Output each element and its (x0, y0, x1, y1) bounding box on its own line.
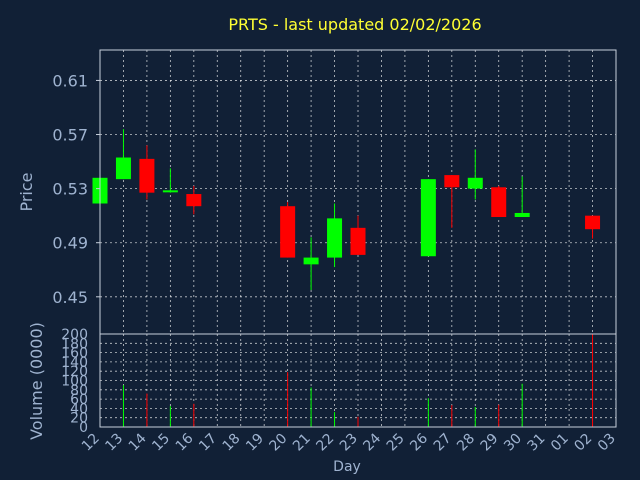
candle-22 (327, 203, 343, 268)
x-tick-label: 20 (267, 431, 291, 455)
x-tick-label: 15 (149, 431, 173, 455)
x-tick-label: 03 (595, 431, 619, 455)
x-tick-label: 13 (102, 431, 126, 455)
x-tick-label: 23 (337, 431, 361, 455)
candle-27 (444, 175, 460, 228)
price-axis-label: Price (17, 172, 36, 211)
candle-29 (491, 185, 507, 218)
volume-y-tick-label: 180 (61, 336, 88, 352)
candle-body (585, 215, 601, 230)
candle-26 (420, 179, 436, 257)
price-y-tick-label: 0.57 (52, 126, 88, 145)
price-y-tick-label: 0.49 (52, 234, 88, 253)
candle-02 (585, 215, 601, 239)
candle-14 (139, 145, 155, 200)
volume-y-tick-label: 20 (70, 411, 88, 427)
x-tick-label: 30 (501, 431, 525, 455)
x-tick-label: 01 (548, 431, 572, 455)
x-tick-label: 16 (173, 430, 197, 454)
x-tick-label: 18 (220, 431, 244, 455)
volume-grid (99, 333, 617, 428)
candle-body (350, 227, 366, 255)
candle-20 (280, 202, 296, 258)
volume-y-tick-label: 100 (61, 374, 88, 390)
candle-body (467, 177, 483, 189)
candle-body (162, 190, 178, 193)
volume-y-tick-label: 120 (61, 364, 88, 380)
volume-bars (122, 334, 594, 427)
volume-y-tick-label: 80 (70, 383, 88, 399)
price-y-tick-label: 0.61 (52, 71, 88, 90)
volume-y-tick-label: 140 (61, 355, 88, 371)
chart-title: PRTS - last updated 02/02/2026 (228, 15, 481, 34)
x-tick-label: 22 (313, 431, 337, 455)
x-tick-label: 02 (571, 431, 595, 455)
candlesticks (92, 129, 601, 291)
candle-body (444, 175, 460, 188)
candle-21 (303, 237, 319, 291)
volume-y-tick-label: 40 (70, 401, 88, 417)
candle-body (115, 157, 131, 180)
candle-body (420, 179, 436, 257)
x-tick-label: 25 (384, 431, 408, 455)
x-tick-label: 17 (196, 431, 220, 455)
candle-28 (467, 149, 483, 200)
candle-body (303, 257, 319, 265)
price-y-tick-label: 0.53 (52, 180, 88, 199)
volume-axis-label: Volume (0000) (27, 322, 46, 440)
candle-body (327, 218, 343, 258)
x-tick-label: 27 (431, 431, 455, 455)
x-tick-label: 21 (290, 431, 314, 455)
x-tick-label: 29 (478, 431, 502, 455)
candle-body (186, 194, 202, 207)
candle-30 (514, 176, 530, 218)
x-tick-label: 31 (525, 431, 549, 455)
x-tick-label: 26 (407, 430, 431, 454)
x-tick-labels: 12 13 14 15 16 17 18 19 20 21 22 23 24 25 26 27 28 29 30 31… (79, 430, 619, 454)
candle-body (280, 206, 296, 258)
x-axis-label: Day (333, 459, 361, 475)
volume-y-tick-label: 60 (70, 392, 88, 408)
candle-body (491, 187, 507, 218)
price-y-tick-labels: 0.61 0.57 0.53 0.49 0.45 (52, 71, 100, 307)
x-tick-label: 14 (126, 430, 150, 454)
candle-13 (115, 129, 131, 180)
x-tick-label: 19 (243, 431, 267, 455)
price-y-tick-label: 0.45 (52, 288, 88, 307)
candle-body (514, 212, 530, 218)
candle-15 (162, 168, 178, 193)
candle-16 (186, 185, 202, 215)
volume-y-tick-label: 0 (79, 420, 88, 436)
volume-y-tick-label: 160 (61, 346, 88, 362)
candle-body (139, 158, 155, 193)
volume-y-tick-label: 200 (61, 327, 88, 343)
candle-23 (350, 215, 366, 255)
x-tick-label: 24 (360, 430, 384, 454)
volume-panel-frame (99, 333, 617, 428)
x-tick-label: 28 (454, 431, 478, 455)
